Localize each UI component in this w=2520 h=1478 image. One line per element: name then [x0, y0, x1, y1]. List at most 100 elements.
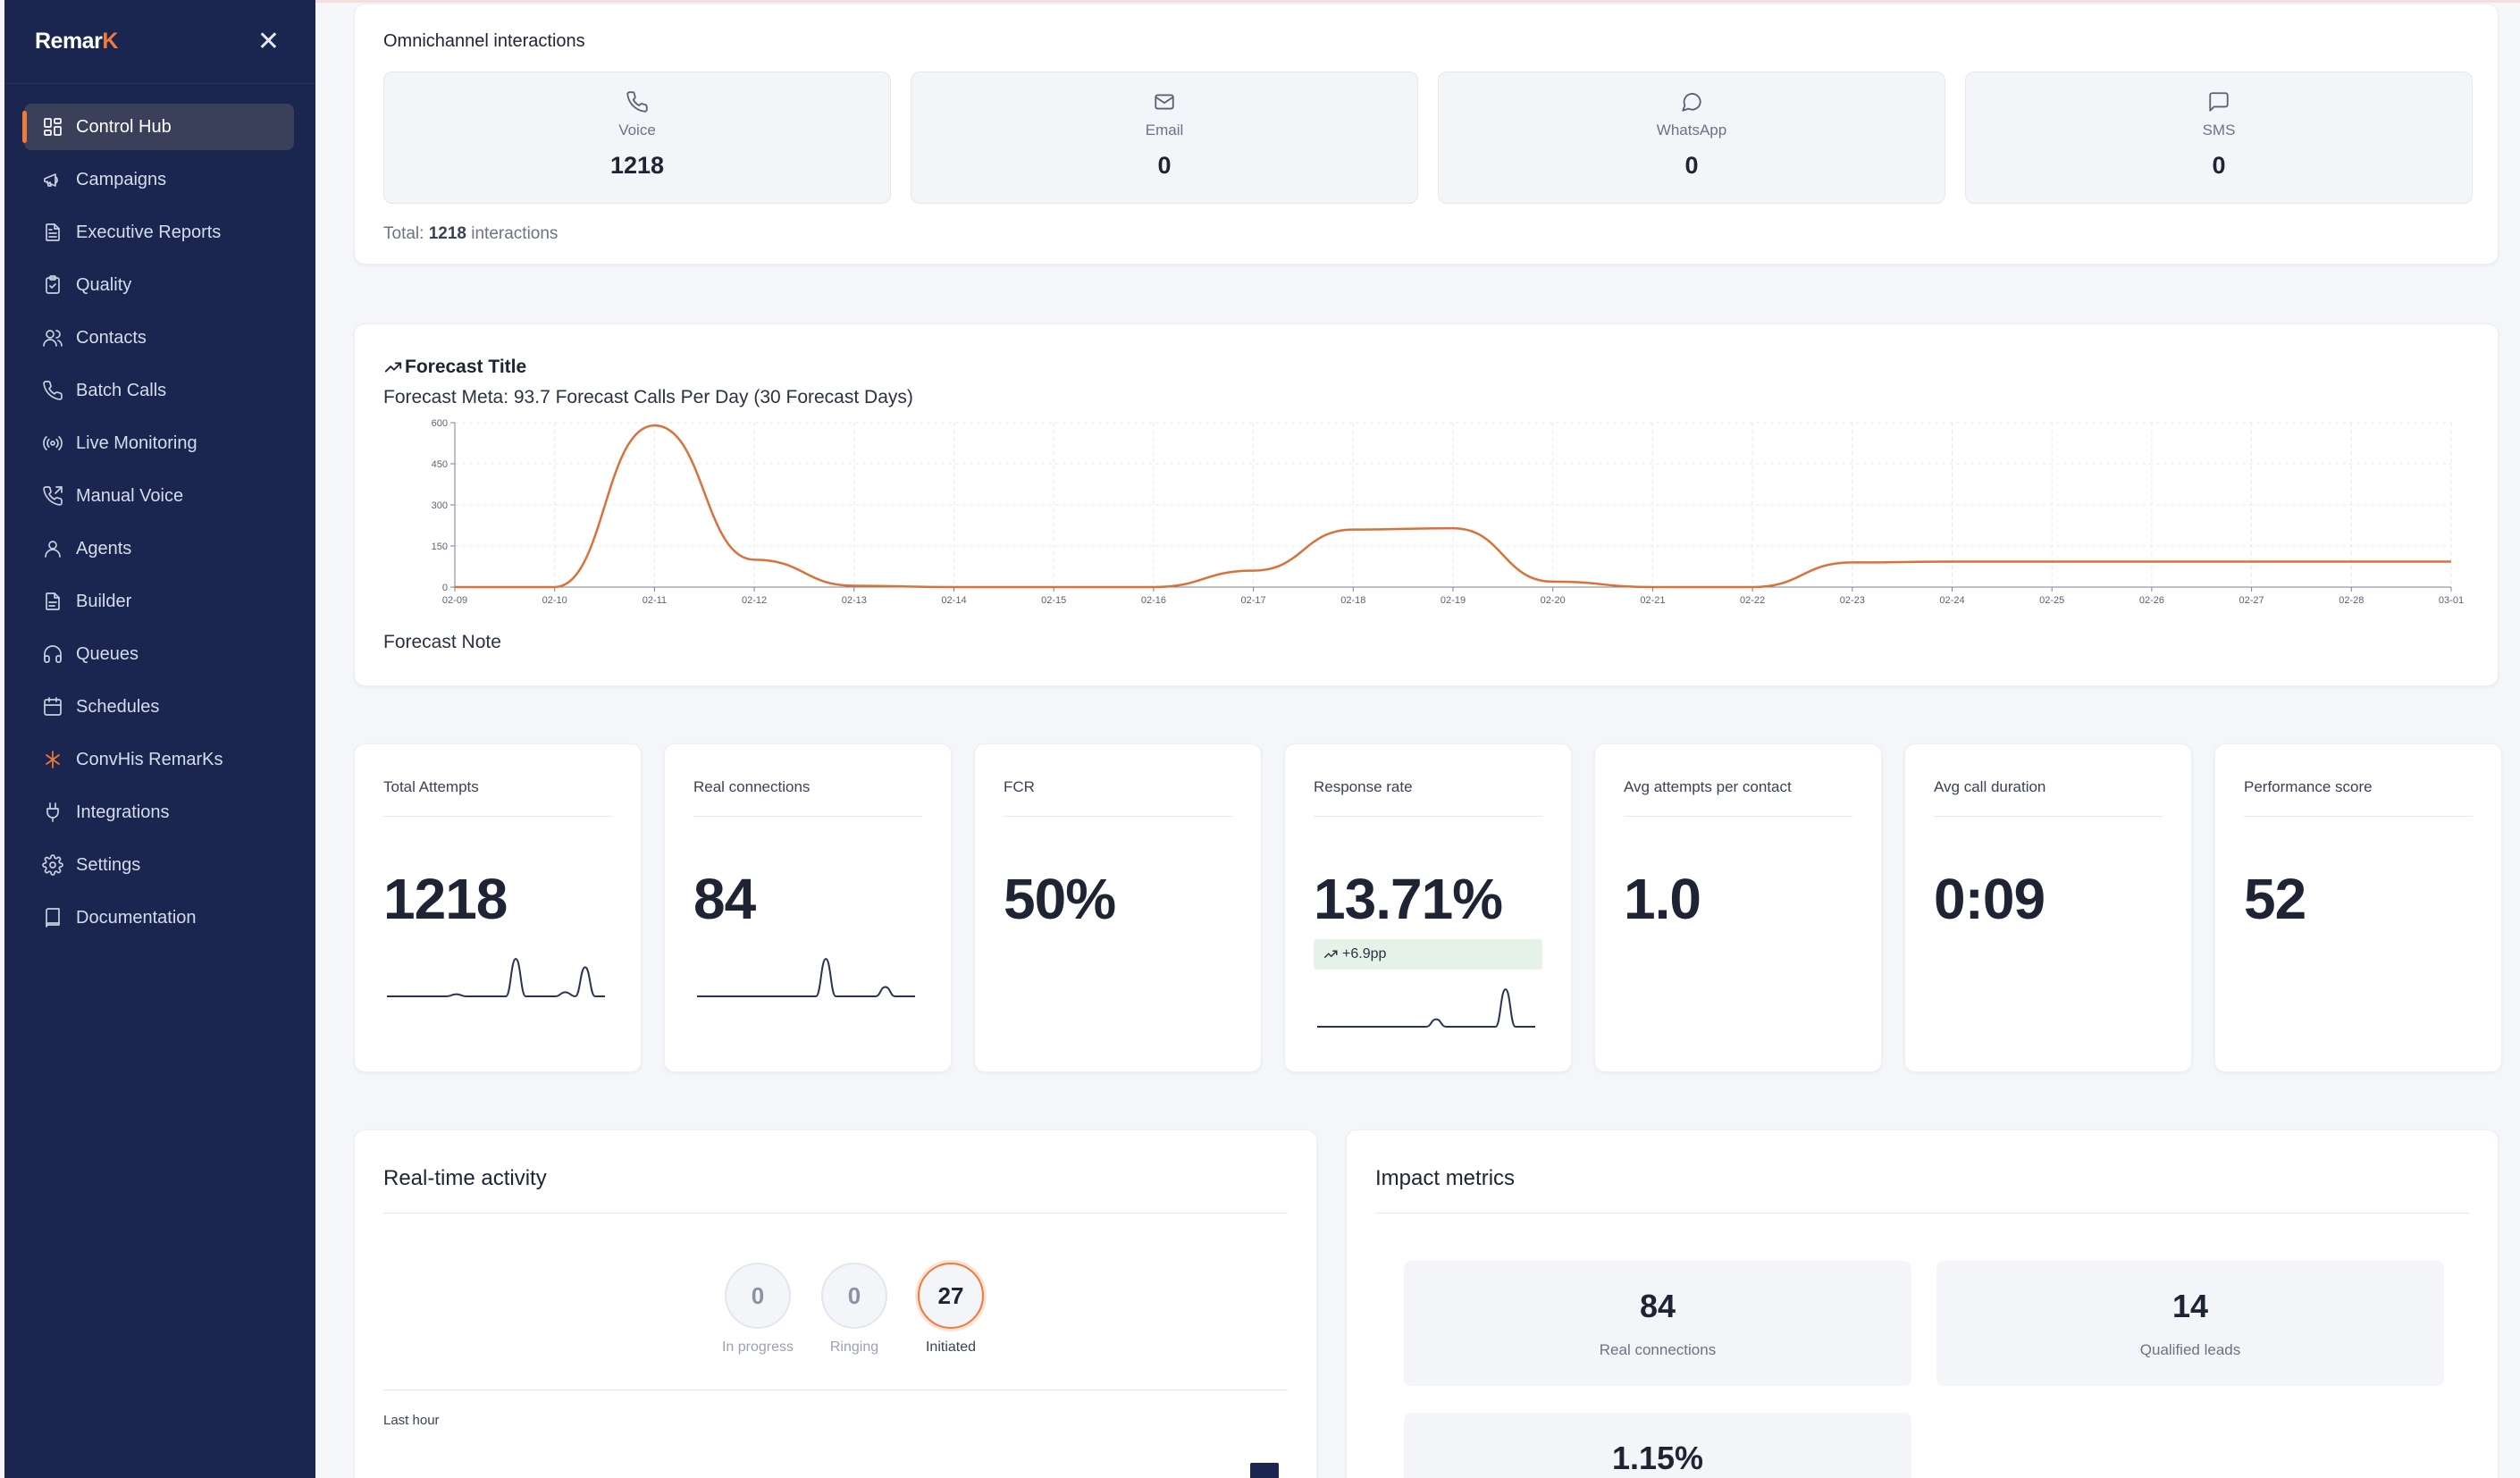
sidebar-item-integrations[interactable]: Integrations [24, 789, 294, 836]
x-tick-label: 02-25 [2039, 595, 2064, 606]
sidebar-item-label: Quality [76, 274, 132, 295]
status-in-progress: 0 In progress [709, 1263, 807, 1356]
omnichannel-total: Total: 1218 interactions [383, 224, 558, 244]
channel-card-voice[interactable]: Voice 1218 [383, 71, 891, 204]
headphones-icon [44, 645, 62, 663]
kpi-title: Real connections [693, 778, 811, 795]
divider [2244, 816, 2473, 817]
x-tick-label: 02-24 [1939, 595, 1964, 606]
forecast-chart: 0 150 300 450 600 02-09 02-10 02-11 02-12 02-13 02… [432, 418, 2464, 606]
y-tick-label: 600 [432, 418, 448, 429]
dashboard-icon [44, 118, 62, 136]
kpi-title: FCR [1004, 778, 1035, 795]
sidebar-item-control-hub[interactable]: Control Hub [22, 104, 294, 150]
sidebar-item-campaigns[interactable]: Campaigns [24, 156, 294, 203]
sidebar-item-builder[interactable]: Builder [24, 578, 294, 625]
chat-bubble-icon [1682, 93, 1701, 112]
y-tick-label: 300 [432, 500, 448, 511]
x-tick-label: 02-27 [2239, 595, 2264, 606]
last-hour-bar [1250, 1463, 1279, 1478]
sidebar-item-label: Campaigns [76, 169, 167, 189]
x-tick-label: 02-22 [1740, 595, 1765, 606]
sparkline-series [697, 957, 915, 997]
sidebar-item-agents[interactable]: Agents [24, 525, 294, 572]
realtime-title: Real-time activity [383, 1166, 547, 1190]
x-tick-label: 02-21 [1640, 595, 1665, 606]
kpi-card-real-connections: Real connections 84 [664, 743, 952, 1072]
kpi-value: 84 [693, 867, 756, 931]
kpi-value: 0:09 [1934, 867, 2045, 931]
impact-tile: 14 Qualified leads [1936, 1261, 2444, 1386]
impact-value: 1.15% [1611, 1440, 1704, 1476]
forecast-note: Forecast Note [383, 632, 501, 652]
kpi-sparkline [387, 957, 605, 998]
sparkline-series [1317, 987, 1535, 1028]
sidebar-item-label: Integrations [76, 802, 170, 822]
kpi-value: 1218 [383, 867, 508, 931]
status-label: Initiated [925, 1339, 977, 1355]
divider [1624, 816, 1852, 817]
broadcast-icon [43, 436, 63, 450]
kpi-title: Total Attempts [383, 778, 479, 795]
channel-value: 1218 [609, 152, 665, 179]
total-suffix: interactions [471, 224, 559, 243]
kpi-sparkline [697, 957, 915, 997]
sidebar-item-schedules[interactable]: Schedules [24, 684, 294, 730]
x-tick-label: 03-01 [2439, 595, 2464, 606]
sidebar-item-contacts[interactable]: Contacts [24, 315, 294, 361]
sidebar-item-label: Agents [76, 538, 132, 558]
sidebar-item-label: Live Monitoring [76, 432, 197, 453]
omnichannel-title: Omnichannel interactions [383, 31, 585, 51]
sidebar-item-settings[interactable]: Settings [24, 842, 294, 888]
y-tick-label: 150 [432, 542, 448, 552]
kpi-title: Performance score [2244, 778, 2373, 795]
phone-outgoing-icon [43, 486, 63, 506]
channel-value: 0 [1157, 152, 1172, 179]
phone-icon [43, 381, 63, 400]
kpi-delta-text: +6.9pp [1342, 946, 1387, 962]
impact-label: Qualified leads [2139, 1341, 2241, 1358]
channel-value: 0 [2212, 152, 2226, 179]
status-ringing: 0 Ringing [805, 1263, 903, 1356]
sidebar-item-batch-calls[interactable]: Batch Calls [24, 367, 294, 414]
kpi-title: Avg call duration [1934, 778, 2046, 795]
impact-title: Impact metrics [1375, 1166, 1516, 1190]
sidebar-item-convhis-remarks[interactable]: ConvHis RemarKs [24, 736, 294, 783]
kpi-card-response-rate: Response rate 13.71% +6.9pp [1284, 743, 1572, 1072]
kpi-sparkline [1317, 987, 1535, 1028]
divider [1004, 816, 1232, 817]
sidebar-item-queues[interactable]: Queues [24, 631, 294, 677]
sidebar-item-label: Schedules [76, 696, 160, 717]
x-tick-label: 02-28 [2339, 595, 2364, 606]
sidebar-item-live-monitoring[interactable]: Live Monitoring [24, 420, 294, 466]
sidebar-item-label: Batch Calls [76, 380, 167, 400]
message-square-icon [2209, 92, 2229, 112]
close-icon[interactable]: ✕ [256, 26, 280, 56]
sidebar-item-label: ConvHis RemarKs [76, 749, 223, 769]
y-tick-label: 450 [432, 459, 448, 470]
channel-name: Email [1145, 122, 1184, 139]
kpi-card-avg-attempts-per-contact: Avg attempts per contact 1.0 [1594, 743, 1882, 1072]
channel-card-email[interactable]: Email 0 [911, 71, 1418, 204]
gear-icon [42, 854, 63, 876]
mail-icon [1155, 94, 1174, 110]
brand-logo[interactable]: RemarK [35, 29, 118, 55]
x-tick-label: 02-16 [1141, 595, 1166, 606]
sidebar-item-manual-voice[interactable]: Manual Voice [24, 473, 294, 519]
book-icon [46, 908, 60, 928]
kpi-card-avg-call-duration: Avg call duration 0:09 [1904, 743, 2192, 1072]
brand-name: Remar [35, 29, 103, 54]
sidebar-item-documentation[interactable]: Documentation [24, 894, 294, 941]
file-icon [46, 592, 60, 610]
channel-name: Voice [618, 122, 656, 139]
channel-card-whatsapp[interactable]: WhatsApp 0 [1438, 71, 1945, 204]
impact-tile: 84 Real connections [1404, 1261, 1911, 1386]
x-tick-label: 02-20 [1541, 595, 1566, 606]
sidebar-item-quality[interactable]: Quality [24, 262, 294, 308]
x-tick-label: 02-23 [1840, 595, 1865, 606]
kpi-card-total-attempts: Total Attempts 1218 [354, 743, 642, 1072]
channel-card-sms[interactable]: SMS 0 [1965, 71, 2473, 204]
sidebar-item-executive-reports[interactable]: Executive Reports [24, 209, 294, 256]
y-tick-label: 0 [442, 583, 448, 593]
trending-up-icon [384, 362, 402, 373]
